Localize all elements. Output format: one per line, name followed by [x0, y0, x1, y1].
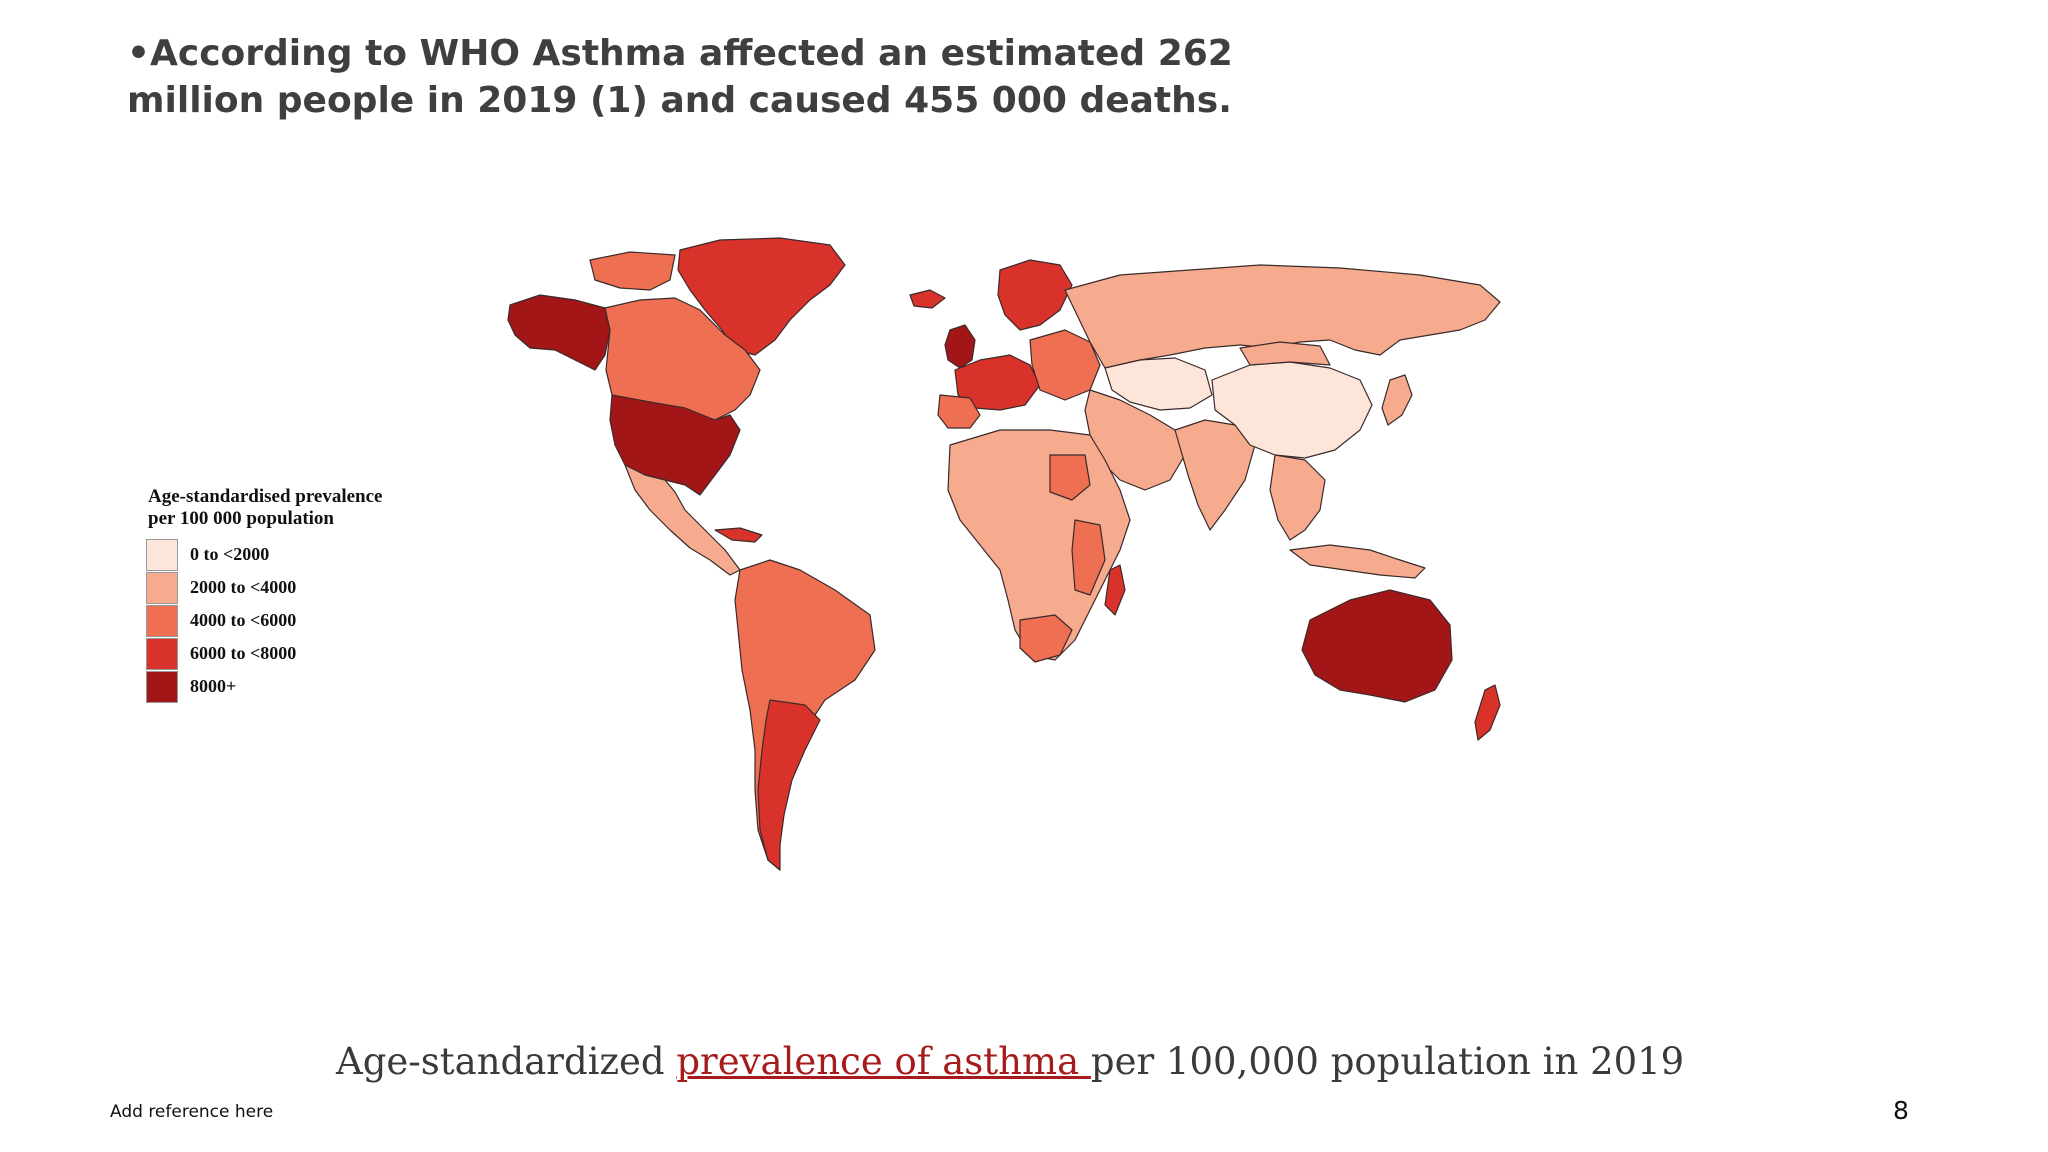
- legend-item: 4000 to <6000: [146, 604, 446, 637]
- region-new-zealand: [1474, 684, 1501, 741]
- region-australia: [1301, 589, 1453, 703]
- legend-label: 6000 to <8000: [190, 643, 297, 663]
- world-prevalence-map: [500, 230, 1840, 960]
- region-madagascar: [1104, 564, 1126, 616]
- legend-item: 0 to <2000: [146, 538, 446, 571]
- legend-title-line2: per 100 000 population: [148, 508, 334, 529]
- region-iberia: [937, 394, 981, 429]
- caption-link[interactable]: prevalence of asthma: [676, 1040, 1091, 1083]
- legend-title: Age-standardised prevalence per 100 000 …: [148, 486, 446, 530]
- region-arctic-islands: [589, 251, 676, 291]
- region-east-africa: [1071, 519, 1106, 596]
- region-greenland: [677, 237, 846, 356]
- region-southeast-asia: [1269, 454, 1326, 541]
- map-legend: Age-standardised prevalence per 100 000 …: [146, 486, 446, 703]
- legend-swatch: [146, 670, 178, 703]
- region-uk-ireland: [944, 324, 976, 369]
- region-caribbean: [714, 527, 763, 543]
- legend-item: 6000 to <8000: [146, 637, 446, 670]
- legend-title-line1: Age-standardised prevalence: [148, 486, 383, 507]
- map-caption: Age-standardized prevalence of asthma pe…: [336, 1040, 1684, 1083]
- legend-item: 8000+: [146, 670, 446, 703]
- region-sudan: [1049, 454, 1091, 501]
- legend-label: 2000 to <4000: [190, 577, 297, 597]
- slide-headline: •According to WHO Asthma affected an est…: [127, 33, 1233, 121]
- region-central-asia: [1104, 357, 1213, 411]
- legend-swatch: [146, 571, 178, 604]
- legend-swatch: [146, 538, 178, 571]
- region-usa: [609, 394, 741, 496]
- reference-note: Add reference here: [110, 1102, 274, 1122]
- legend-label: 0 to <2000: [190, 544, 270, 564]
- caption-text-before: Age-standardized: [336, 1040, 677, 1083]
- region-japan: [1381, 374, 1413, 426]
- legend-swatch: [146, 604, 178, 637]
- region-alaska: [507, 294, 611, 371]
- region-south-asia: [1174, 419, 1256, 531]
- region-mongolia: [1239, 341, 1331, 366]
- region-southern-africa: [1019, 614, 1073, 663]
- region-indonesia: [1289, 544, 1426, 579]
- region-iceland: [909, 289, 946, 309]
- page-number: 8: [1893, 1096, 1909, 1125]
- region-canada: [604, 297, 761, 421]
- region-russia: [1064, 264, 1501, 369]
- region-middle-east: [1084, 389, 1186, 491]
- legend-item: 2000 to <4000: [146, 571, 446, 604]
- region-scandinavia: [997, 259, 1073, 331]
- legend-label: 4000 to <6000: [190, 610, 297, 630]
- caption-text-after: per 100,000 population in 2019: [1090, 1040, 1685, 1083]
- region-argentina-chile: [757, 699, 821, 871]
- world-map-svg: [507, 237, 1501, 871]
- legend-label: 8000+: [190, 676, 237, 696]
- legend-swatch: [146, 637, 178, 670]
